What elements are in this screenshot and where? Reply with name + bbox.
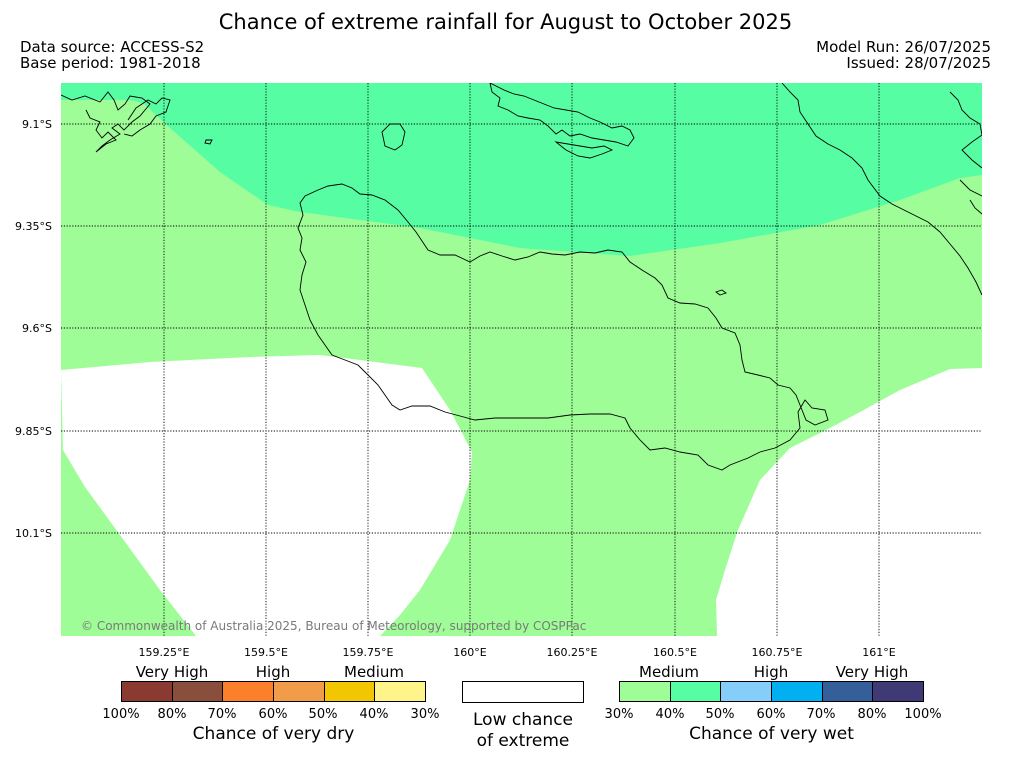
map-title: Chance of extreme rainfall for August to… (218, 10, 793, 34)
dry-caption: Chance of very dry (192, 724, 355, 744)
dry-tick: 40% (359, 707, 389, 722)
wet-tick: 40% (655, 707, 685, 722)
dry-tick: 80% (157, 707, 187, 722)
dry-color-cell (172, 682, 224, 701)
lon-label: 160.25°E (546, 646, 598, 659)
dry-color-cell (324, 682, 376, 701)
graticule (61, 83, 982, 636)
dry-tick: 60% (258, 707, 288, 722)
dry-tick: 70% (207, 707, 237, 722)
coastline (61, 83, 982, 471)
dry-color-cell (122, 682, 173, 701)
wet-tick: 50% (705, 707, 735, 722)
lat-label: 9.6°S (22, 322, 52, 335)
model-run: Model Run: 26/07/2025 (816, 38, 991, 56)
dry-category-medium: Medium (344, 663, 404, 681)
wet-tick: 70% (806, 707, 836, 722)
lon-label: 159.25°E (138, 646, 190, 659)
lon-label: 159.75°E (342, 646, 394, 659)
wet-color-cell (721, 682, 773, 701)
low-chance-swatch (462, 681, 584, 703)
data-source: Data source: ACCESS-S2 (20, 38, 205, 56)
dry-category-high: High (255, 663, 291, 681)
low-chance-line1: Low chance (473, 710, 573, 730)
dry-category-very-high: Very High (135, 663, 209, 681)
dry-color-cell (274, 682, 325, 701)
wet-color-cell (873, 682, 924, 701)
issued-date: Issued: 28/07/2025 (846, 54, 991, 72)
dry-color-cell (223, 682, 275, 701)
wet-color-cell (772, 682, 823, 701)
wet-category-high: High (753, 663, 789, 681)
wet-tick: 100% (904, 707, 942, 722)
copyright-notice: © Commonwealth of Australia 2025, Bureau… (81, 619, 587, 633)
lat-label: 10.1°S (15, 527, 52, 540)
wet-tick: 60% (756, 707, 786, 722)
dry-tick: 50% (308, 707, 338, 722)
lon-label: 160°E (453, 646, 487, 659)
lon-label: 160.5°E (653, 646, 697, 659)
dry-tick: 30% (410, 707, 440, 722)
lon-label: 159.5°E (244, 646, 288, 659)
low-chance-label: Low chance of extreme (443, 710, 603, 752)
wet-category-medium: Medium (639, 663, 699, 681)
low-chance-line2: of extreme (476, 731, 570, 751)
wet-tick: 80% (857, 707, 887, 722)
base-period: Base period: 1981-2018 (20, 54, 201, 72)
wet-tick: 30% (604, 707, 634, 722)
dry-colorbar (121, 681, 426, 702)
lat-label: 9.85°S (15, 425, 52, 438)
run-info: Model Run: 26/07/2025 Issued: 28/07/2025 (816, 39, 991, 71)
source-info: Data source: ACCESS-S2 Base period: 1981… (20, 39, 204, 71)
wet-color-cell (670, 682, 722, 701)
low-chance-area-east (716, 368, 982, 636)
lon-label: 161°E (862, 646, 896, 659)
wet-category-very-high: Very High (835, 663, 909, 681)
high-chance-wet-area (61, 83, 982, 256)
wet-caption: Chance of very wet (689, 724, 854, 744)
wet-color-cell (620, 682, 671, 701)
wet-color-cell (822, 682, 874, 701)
lat-label: 9.1°S (22, 118, 52, 131)
dry-color-cell (375, 682, 426, 701)
lon-label: 160.75°E (751, 646, 803, 659)
lat-label: 9.35°S (15, 220, 52, 233)
dry-tick: 100% (102, 707, 140, 722)
wet-colorbar (619, 681, 924, 702)
